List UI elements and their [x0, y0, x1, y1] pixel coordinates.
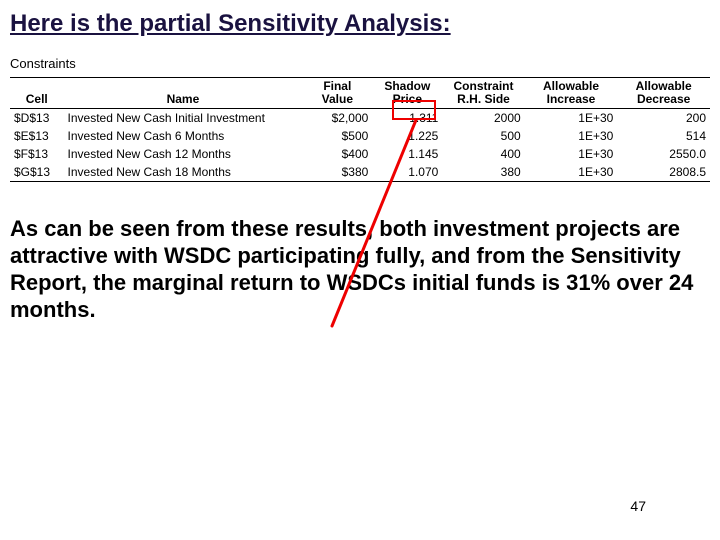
table-row: $E$13 Invested New Cash 6 Months $500 1.… [10, 127, 710, 145]
cell-ref: $D$13 [10, 109, 64, 128]
th-rhs: ConstraintR.H. Side [442, 78, 524, 109]
cell-dec: 2550.0 [617, 145, 710, 163]
cell-rhs: 2000 [442, 109, 524, 128]
th-name: Name [64, 78, 303, 109]
cell-inc: 1E+30 [525, 127, 618, 145]
cell-inc: 1E+30 [525, 109, 618, 128]
page-number: 47 [630, 498, 646, 514]
th-dec: AllowableDecrease [617, 78, 710, 109]
cell-rhs: 400 [442, 145, 524, 163]
sensitivity-table: Cell Name FinalValue ShadowPrice Constra… [10, 77, 710, 182]
th-final: FinalValue [302, 78, 372, 109]
cell-shadow: 1.225 [372, 127, 442, 145]
th-inc: AllowableIncrease [525, 78, 618, 109]
cell-ref: $G$13 [10, 163, 64, 182]
cell-final: $2,000 [302, 109, 372, 128]
cell-name: Invested New Cash 6 Months [64, 127, 303, 145]
constraints-label: Constraints [10, 56, 710, 71]
cell-name: Invested New Cash 12 Months [64, 145, 303, 163]
cell-shadow: 1.070 [372, 163, 442, 182]
cell-inc: 1E+30 [525, 145, 618, 163]
cell-ref: $E$13 [10, 127, 64, 145]
cell-dec: 514 [617, 127, 710, 145]
cell-ref: $F$13 [10, 145, 64, 163]
cell-name: Invested New Cash Initial Investment [64, 109, 303, 128]
cell-inc: 1E+30 [525, 163, 618, 182]
table-row: $G$13 Invested New Cash 18 Months $380 1… [10, 163, 710, 182]
table-row: $D$13 Invested New Cash Initial Investme… [10, 109, 710, 128]
cell-shadow: 1.311 [372, 109, 442, 128]
th-shadow: ShadowPrice [372, 78, 442, 109]
cell-final: $380 [302, 163, 372, 182]
cell-shadow: 1.145 [372, 145, 442, 163]
cell-dec: 200 [617, 109, 710, 128]
page-heading: Here is the partial Sensitivity Analysis… [10, 10, 710, 38]
cell-name: Invested New Cash 18 Months [64, 163, 303, 182]
cell-rhs: 500 [442, 127, 524, 145]
cell-final: $400 [302, 145, 372, 163]
th-cell: Cell [10, 78, 64, 109]
cell-final: $500 [302, 127, 372, 145]
table-body: $D$13 Invested New Cash Initial Investme… [10, 109, 710, 182]
cell-rhs: 380 [442, 163, 524, 182]
table-row: $F$13 Invested New Cash 12 Months $400 1… [10, 145, 710, 163]
body-paragraph: As can be seen from these results, both … [10, 216, 710, 323]
cell-dec: 2808.5 [617, 163, 710, 182]
